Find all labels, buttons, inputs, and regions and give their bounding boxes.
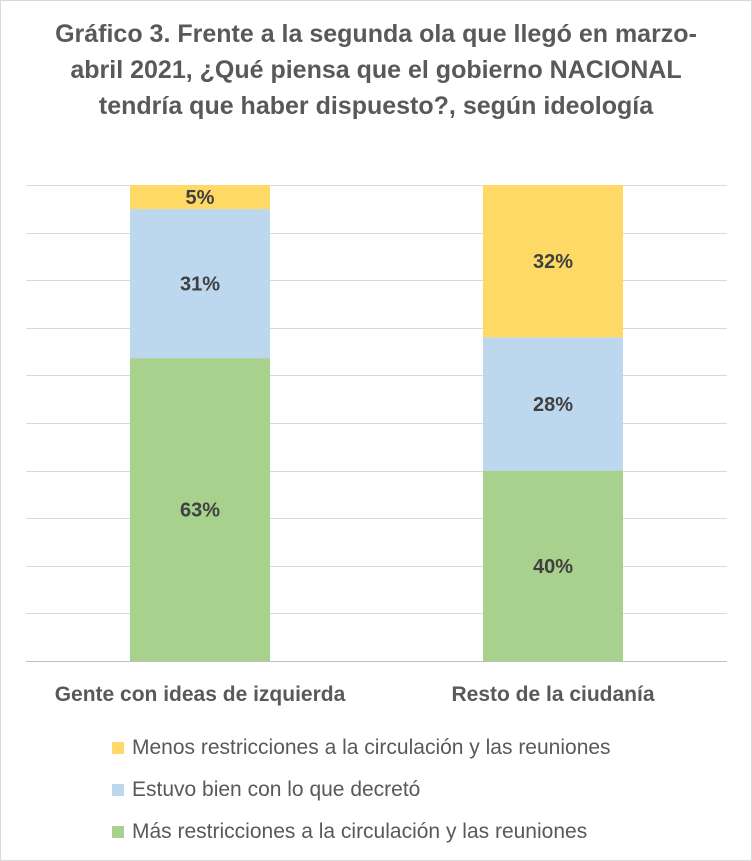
legend-item: Más restricciones a la circulación y las… — [112, 811, 611, 853]
legend-label: Menos restricciones a la circulación y l… — [132, 736, 611, 759]
bar-segment — [483, 185, 623, 338]
legend-label: Más restricciones a la circulación y las… — [132, 820, 588, 843]
legend-label: Estuvo bien con lo que decretó — [132, 778, 421, 801]
data-label: 28% — [533, 394, 573, 416]
data-label: 63% — [180, 500, 220, 522]
x-axis-labels: Gente con ideas de izquierda Resto de la … — [55, 683, 655, 706]
legend: Menos restricciones a la circulación y l… — [112, 727, 611, 853]
data-label: 31% — [180, 274, 220, 296]
legend-swatch — [112, 742, 124, 754]
bar-segment — [130, 358, 270, 661]
data-label: 40% — [533, 556, 573, 578]
data-label: 32% — [533, 251, 573, 273]
bars: 63% 31% 5% 40% 28% 32% — [130, 185, 623, 661]
bar-segment — [130, 209, 270, 359]
category-label: Resto de la ciudanía — [451, 683, 654, 706]
category-label: Gente con ideas de izquierda — [55, 683, 346, 706]
legend-item: Estuvo bien con lo que decretó — [112, 769, 611, 811]
bar-segment — [483, 470, 623, 661]
legend-item: Menos restricciones a la circulación y l… — [112, 727, 611, 769]
bar-segment — [130, 185, 270, 210]
chart-title: Gráfico 3. Frente a la segunda ola que l… — [55, 20, 697, 120]
bar-segment — [483, 337, 623, 471]
legend-swatch — [112, 784, 124, 796]
legend-swatch — [112, 826, 124, 838]
data-label: 5% — [186, 187, 215, 209]
